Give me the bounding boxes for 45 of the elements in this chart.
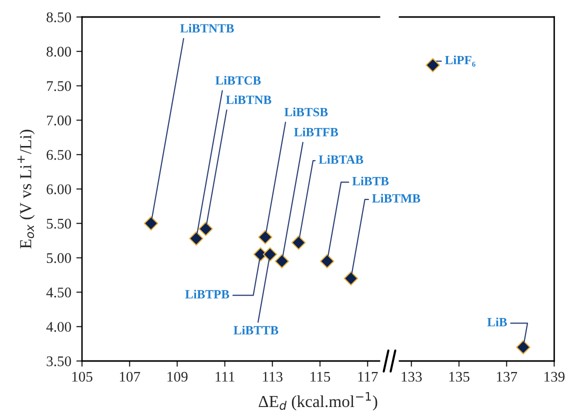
y-tick-label: 6.00 <box>46 184 72 194</box>
y-tick-label: 8.50 <box>46 12 72 22</box>
y-tick-label: 6.50 <box>46 150 72 160</box>
x-tick-label: 133 <box>402 372 422 382</box>
point <box>262 247 278 262</box>
x-tick-label: 139 <box>544 372 565 382</box>
x-tick-label: 105 <box>72 372 92 382</box>
annotation: LiBTPB <box>185 290 230 298</box>
x-tick-label: 115 <box>310 372 330 382</box>
point <box>198 222 213 236</box>
point <box>144 216 158 231</box>
point <box>291 236 306 250</box>
annotation: LiBTTB <box>234 326 278 334</box>
y-tick-label: 4.00 <box>46 322 72 332</box>
x-axis-title: ΔE$_{d}$ (kcal.mol$^{−1}$) <box>258 392 378 411</box>
x-tick-label: 135 <box>449 372 470 382</box>
y-tick-label: 8.00 <box>46 46 72 57</box>
annotation: LiBTNB <box>226 95 272 104</box>
x-tick-label: 137 <box>496 372 518 382</box>
x-tick-label: 117 <box>358 372 378 382</box>
annotation: LiBTNTB <box>180 24 234 32</box>
y-tick-label: 7.00 <box>47 116 72 126</box>
y-tick-label: 5.00 <box>46 253 72 264</box>
x-tick-label: 111 <box>216 372 234 382</box>
x-tick-label: 107 <box>120 372 140 382</box>
y-tick-label: 3.50 <box>46 356 72 366</box>
point <box>274 254 290 268</box>
annotation: LiBTFB <box>294 128 338 136</box>
annotation: LiBTCB <box>215 76 261 85</box>
x-tick-label: 113 <box>263 372 282 382</box>
annotation: LiB <box>487 318 507 326</box>
annotation: LiBTSB <box>284 107 328 116</box>
annotation: LiBTAB <box>318 154 364 164</box>
point <box>344 271 358 286</box>
point <box>320 254 334 268</box>
y-axis-title: E$_{ox}$ (V vs Li$^{+}$/Li) <box>17 130 35 249</box>
point <box>258 230 272 244</box>
x-tick-label: 109 <box>168 372 188 382</box>
y-tick-label: 7.50 <box>47 81 72 92</box>
point <box>189 231 204 246</box>
annotation: LiPF₆ <box>445 55 476 67</box>
y-tick-label: 4.50 <box>46 288 72 298</box>
annotation: LiBTB <box>352 176 389 186</box>
y-tick-label: 5.50 <box>46 218 72 229</box>
annotation: LiBTMB <box>372 194 420 202</box>
